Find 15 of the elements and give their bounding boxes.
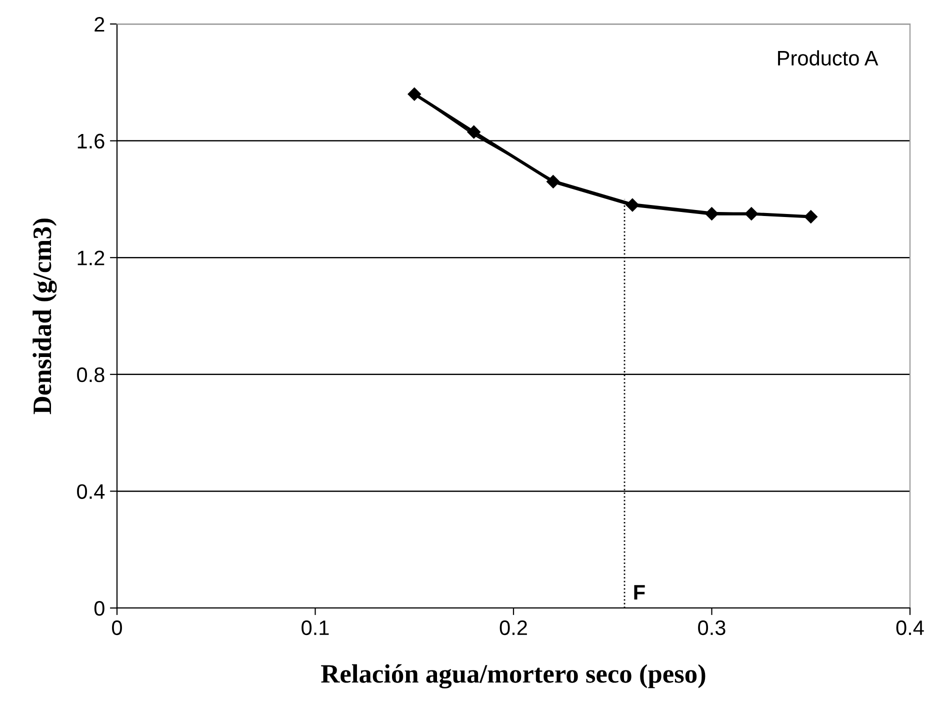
y-tick-label: 1.6 [78,134,104,149]
x-tick-label: 0 [112,620,122,636]
y-tick-label: 2 [94,17,104,32]
x-tick-label: 0.3 [698,620,726,636]
x-axis-title: Relación agua/mortero seco (peso) [321,664,706,688]
y-axis-title: Densidad (g/cm3) [32,218,57,414]
y-tick-label: 0 [94,601,104,616]
annotation: Producto A [778,50,878,66]
x-tick-label: 0.2 [500,620,527,636]
annotation: F [634,585,645,600]
y-tick-label: 0.4 [77,484,105,499]
y-tick-label: 1.2 [78,250,104,266]
x-tick-label: 0.4 [896,620,924,636]
x-tick-label: 0.1 [302,620,329,636]
y-tick-label: 0.8 [77,367,104,382]
